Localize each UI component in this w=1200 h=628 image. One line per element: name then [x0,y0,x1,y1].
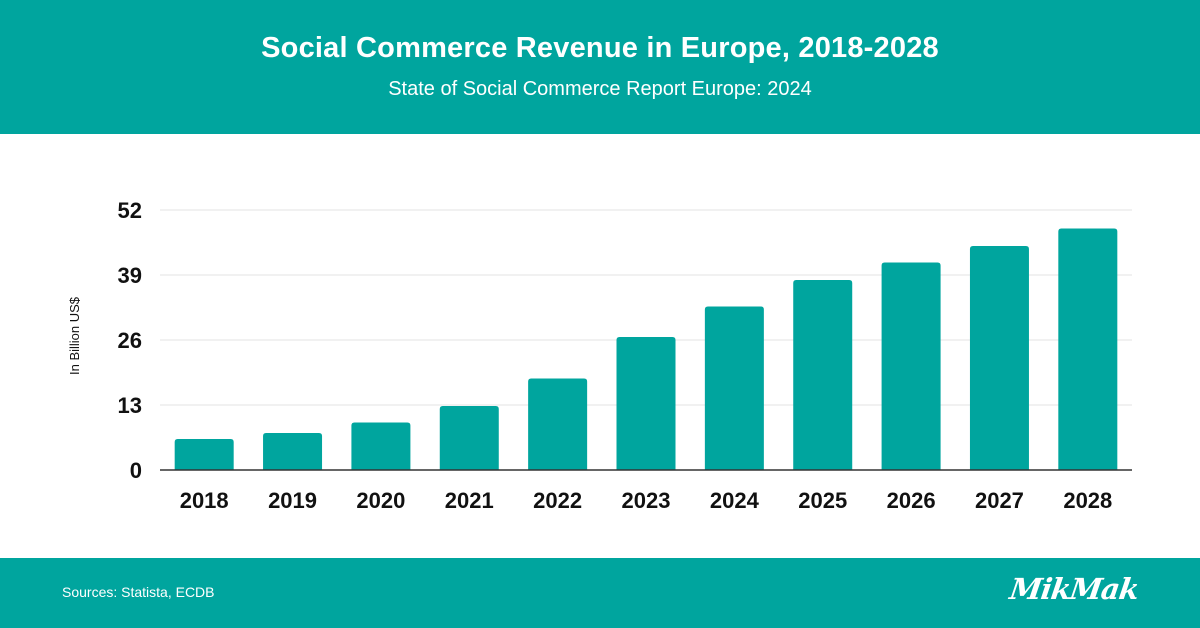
bar-2021 [439,406,499,470]
y-tick-label: 0 [130,458,142,483]
x-tick-label: 2019 [268,488,317,513]
chart-area: 0 13 26 39 52 2018 2019 2020 2021 2022 2023 2024 20… [0,134,1200,558]
bar-2018 [174,439,234,470]
bar-2028 [1058,228,1118,470]
y-tick-label: 39 [118,263,142,288]
x-tick-label: 2021 [445,488,494,513]
y-tick-label: 26 [118,328,142,353]
chart-subtitle: State of Social Commerce Report Europe: … [388,78,812,100]
sources-note: Sources: Statista, ECDB [62,584,215,600]
bar-2024 [704,306,764,470]
bar-2020 [351,422,411,470]
bar-2019 [263,433,323,470]
chart-title: Social Commerce Revenue in Europe, 2018-… [261,32,939,64]
y-axis-ticks: 0 13 26 39 52 [118,198,142,483]
x-tick-label: 2028 [1063,488,1112,513]
header-banner: Social Commerce Revenue in Europe, 2018-… [0,0,1200,134]
y-axis-label: In Billion US$ [67,296,82,375]
x-tick-label: 2018 [180,488,229,513]
y-tick-label: 52 [118,198,142,223]
footer-banner: Sources: Statista, ECDB MikMak [0,558,1200,628]
x-tick-label: 2023 [622,488,671,513]
x-tick-label: 2026 [887,488,936,513]
x-tick-label: 2020 [356,488,405,513]
x-tick-label: 2027 [975,488,1024,513]
bar-2023 [616,337,676,470]
x-tick-label: 2022 [533,488,582,513]
mikmak-logo: MikMak [1007,572,1141,606]
x-axis-labels: 2018 2019 2020 2021 2022 2023 2024 2025 2026 2027… [180,488,1113,513]
x-tick-label: 2024 [710,488,760,513]
bars [160,228,1132,471]
y-tick-label: 13 [118,393,142,418]
bar-2027 [969,246,1029,470]
bar-2026 [881,262,941,470]
bar-2022 [528,378,588,470]
x-tick-label: 2025 [798,488,847,513]
bar-2025 [793,280,853,470]
